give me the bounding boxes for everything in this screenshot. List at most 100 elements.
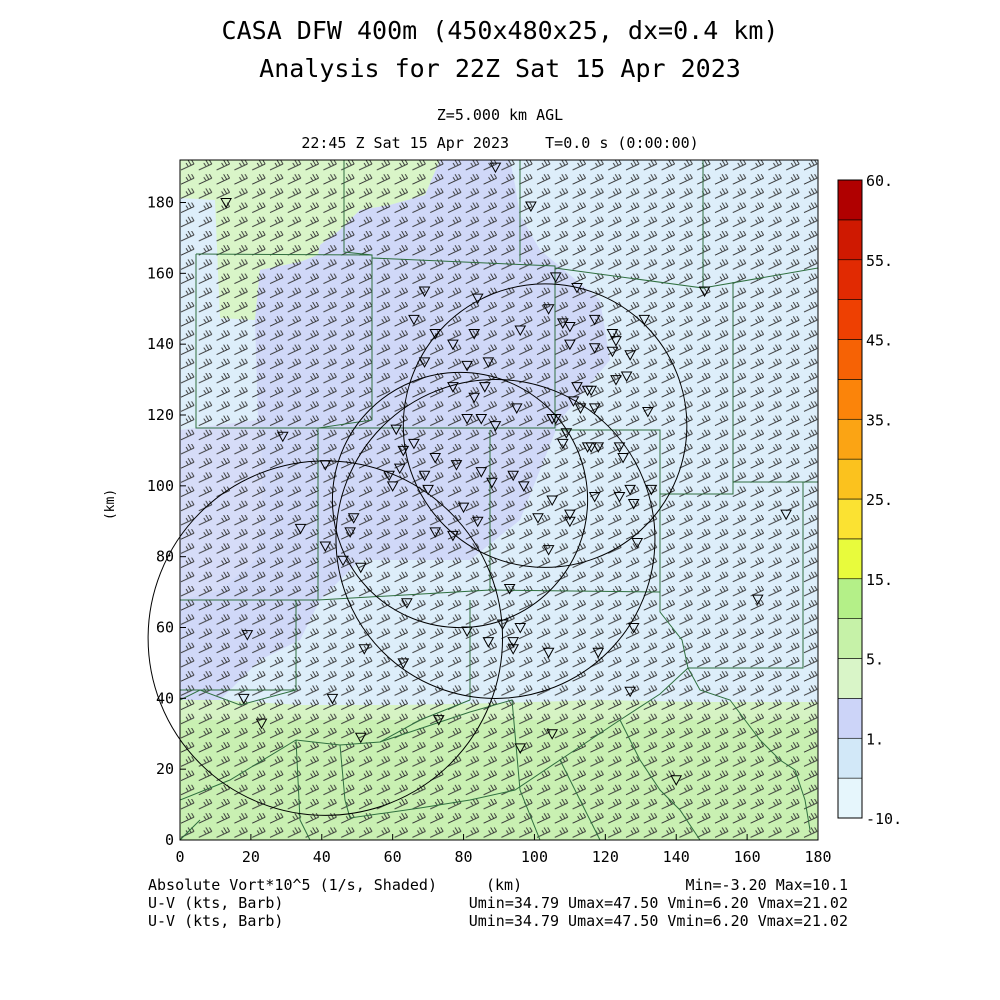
inverted-triangle-icon [475,414,488,425]
inverted-triangle-icon [468,392,481,404]
inverted-triangle-icon [514,325,527,337]
inverted-triangle-icon [503,584,516,595]
inverted-triangle-icon [546,495,559,507]
inverted-triangle-icon [383,470,395,482]
y-tick-label: 160 [147,264,174,282]
inverted-triangle-icon [393,463,406,475]
inverted-triangle-icon [489,162,502,174]
x-tick-label: 180 [804,848,831,866]
colorbar-label: 5. [866,651,884,669]
inverted-triangle-icon [418,286,431,298]
colorbar-swatch [837,339,863,380]
colorbar-swatch [837,498,863,540]
footer-minmax: Min=-3.20 Max=10.1 [685,876,848,894]
inverted-triangle-icon [294,523,307,535]
inverted-triangle-icon [542,647,555,659]
x-tick-label: 0 [175,848,184,866]
range-ring [331,371,589,629]
title-line-1: CASA DFW 400m (450x480x25, dx=0.4 km) [221,16,779,45]
range-ring [335,378,656,699]
inverted-triangle-icon [386,481,399,492]
inverted-triangle-icon [276,431,289,443]
inverted-triangle-icon [549,414,562,425]
inverted-triangle-icon [514,743,527,754]
inverted-triangle-icon [461,414,473,425]
x-tick-label: 140 [663,848,690,866]
inverted-triangle-icon [642,406,654,418]
inverted-triangle-icon [780,509,792,521]
colorbar-swatch [837,658,863,699]
colorbar-swatch [837,737,863,779]
y-tick-label: 80 [156,548,174,566]
colorbar-swatch [837,219,863,261]
inverted-triangle-icon [450,460,463,471]
y-axis-label: (km) [103,488,119,521]
inverted-triangle-icon [478,382,491,393]
inverted-triangle-icon [447,530,459,542]
colorbar-swatch [837,179,863,221]
inverted-triangle-icon [564,516,576,528]
y-tick-label: 120 [147,406,174,424]
inverted-triangle-icon [542,545,555,556]
inverted-triangle-icon [468,329,481,340]
y-tick-label: 60 [156,619,174,637]
colorbar-swatch [837,618,863,659]
inverted-triangle-icon [507,637,520,648]
colorbar-swatch [837,299,863,340]
inverted-triangle-icon [447,339,459,351]
time-label: 22:45 Z Sat 15 Apr 2023 T=0.0 s (0:00:00… [301,134,699,152]
inverted-triangle-icon [514,623,527,634]
inverted-triangle-icon [471,516,484,528]
inverted-triangle-icon [624,350,636,361]
colorbar-swatch [837,458,863,500]
inverted-triangle-icon [546,729,559,740]
inverted-triangle-icon [457,502,470,514]
inverted-triangle-icon [507,644,520,655]
level-label: Z=5.000 km AGL [436,106,564,124]
inverted-triangle-icon [571,382,583,393]
inverted-triangle-icon [422,484,434,496]
inverted-triangle-icon [588,314,601,326]
county-boundaries [180,160,818,840]
inverted-triangle-icon [542,304,555,315]
inverted-triangle-icon [241,630,254,641]
x-tick-label: 60 [384,848,402,866]
inverted-triangle-icon [429,453,442,464]
inverted-triangle-icon [354,732,367,744]
inverted-triangle-icon [564,339,576,351]
inverted-triangle-icon [429,527,442,538]
inverted-triangle-icon [461,360,473,372]
inverted-triangle-icon [237,693,250,705]
title-line-2: Analysis for 22Z Sat 15 Apr 2023 [259,54,741,83]
y-tick-label: 180 [147,194,174,212]
colorbar-swatch [837,698,863,739]
inverted-triangle-icon [613,442,626,453]
inverted-triangle-icon [507,470,520,482]
x-tick-label: 40 [313,848,331,866]
inverted-triangle-icon [432,715,445,726]
colorbar-label: 25. [866,491,893,509]
y-tick-label: 0 [165,831,174,849]
inverted-triangle-icon [624,686,636,698]
inverted-triangle-icon [496,619,509,630]
colorbar-label: 55. [866,252,893,270]
inverted-triangle-icon [620,371,633,383]
footer-barb-range-1: Umin=34.79 Umax=47.50 Vmin=6.20 Vmax=21.… [468,894,848,912]
x-tick-label: 160 [734,848,761,866]
y-tick-label: 20 [156,760,174,778]
inverted-triangle-icon [592,647,605,659]
inverted-triangle-icon [358,644,371,655]
inverted-triangle-icon [751,594,764,606]
inverted-triangle-icon [610,336,622,347]
colorbar-swatch [837,379,863,420]
inverted-triangle-icon [337,555,349,567]
inverted-triangle-icon [624,484,636,496]
inverted-triangle-icon [319,460,332,471]
inverted-triangle-icon [588,403,601,414]
inverted-triangle-icon [486,477,498,489]
inverted-triangle-icon [617,453,629,464]
inverted-triangle-icon [574,403,587,414]
footer-barb-label-2: U-V (kts, Barb) [148,912,284,930]
inverted-triangle-icon [556,438,569,450]
